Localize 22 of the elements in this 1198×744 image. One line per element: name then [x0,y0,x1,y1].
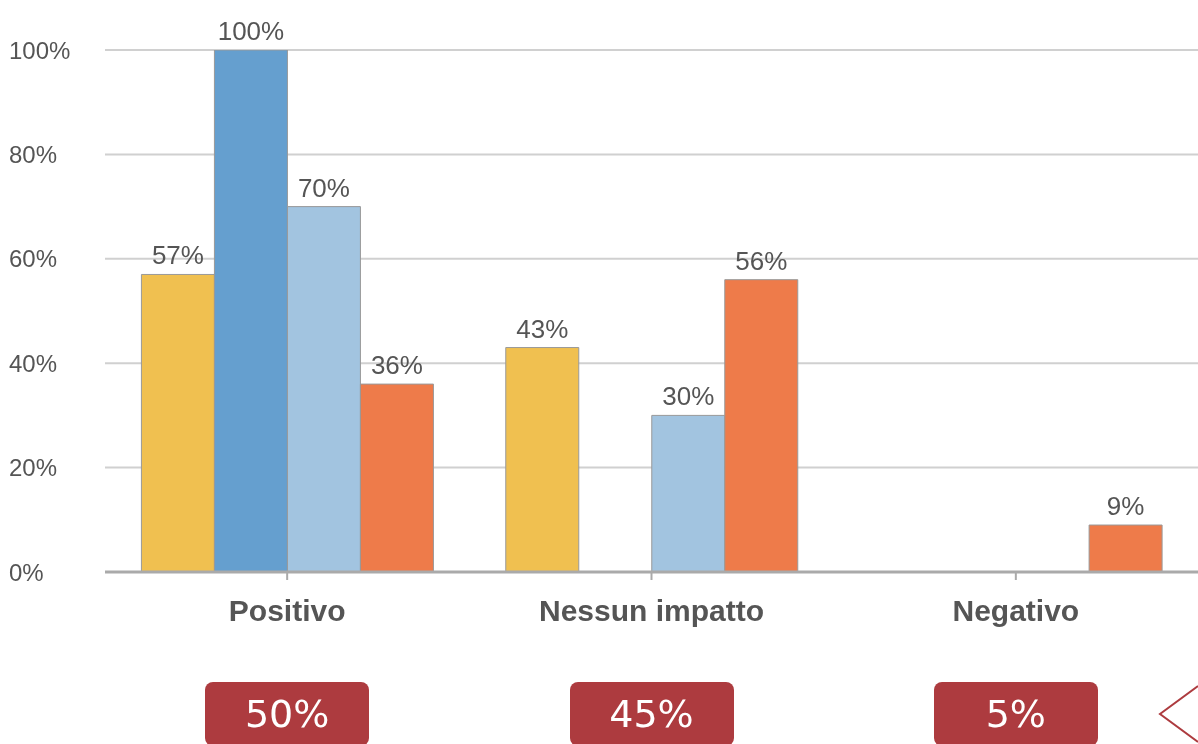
data-label: 57% [151,240,204,271]
text: 5% [933,682,1098,744]
y-tick-label: 20% [9,454,58,482]
data-label: 43% [516,313,569,344]
text: 50% [205,682,370,744]
data-label: 36% [370,350,423,381]
bar [505,347,580,572]
y-tick-label: 80% [9,140,58,168]
x-tick-label: Nessun impatto [538,594,765,628]
data-label: 70% [297,172,350,203]
data-label: 100% [217,16,285,46]
data-label: 30% [662,381,715,412]
data-label: 56% [735,245,788,276]
y-tick-label: 0% [9,558,44,586]
x-tick-label: Negativo [952,594,1080,628]
x-tick-label: Positivo [228,594,346,628]
bar [1088,524,1163,572]
data-label: 9% [1106,491,1145,522]
y-tick-label: 40% [9,349,58,377]
y-tick-label: 100% [9,36,71,64]
y-tick-label: 60% [9,245,58,273]
text: 45% [569,682,734,744]
